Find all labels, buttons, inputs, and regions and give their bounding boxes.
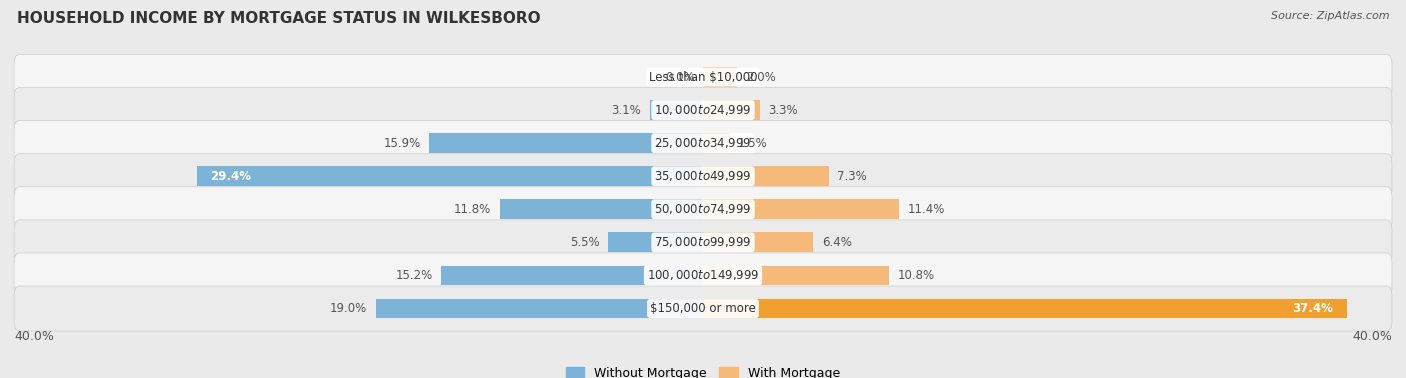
- Text: $100,000 to $149,999: $100,000 to $149,999: [647, 268, 759, 282]
- FancyBboxPatch shape: [14, 88, 1392, 133]
- Text: 19.0%: 19.0%: [330, 302, 367, 315]
- FancyBboxPatch shape: [14, 154, 1392, 199]
- FancyBboxPatch shape: [14, 253, 1392, 298]
- Text: $25,000 to $34,999: $25,000 to $34,999: [654, 136, 752, 150]
- Text: 6.4%: 6.4%: [823, 236, 852, 249]
- FancyBboxPatch shape: [14, 187, 1392, 232]
- Bar: [703, 67, 738, 87]
- Text: $150,000 or more: $150,000 or more: [650, 302, 756, 315]
- Text: $35,000 to $49,999: $35,000 to $49,999: [654, 169, 752, 183]
- Text: 15.9%: 15.9%: [384, 137, 420, 150]
- Bar: [609, 232, 703, 253]
- Bar: [703, 200, 900, 219]
- Text: 15.2%: 15.2%: [395, 269, 433, 282]
- Text: $50,000 to $74,999: $50,000 to $74,999: [654, 202, 752, 216]
- Legend: Without Mortgage, With Mortgage: Without Mortgage, With Mortgage: [561, 362, 845, 378]
- Bar: [703, 299, 1347, 318]
- Text: $75,000 to $99,999: $75,000 to $99,999: [654, 235, 752, 249]
- Text: 10.8%: 10.8%: [897, 269, 935, 282]
- Text: 11.8%: 11.8%: [454, 203, 491, 216]
- Bar: [703, 266, 889, 285]
- Bar: [197, 166, 703, 186]
- FancyBboxPatch shape: [14, 54, 1392, 99]
- Text: 2.0%: 2.0%: [747, 71, 776, 84]
- Bar: [703, 232, 813, 253]
- FancyBboxPatch shape: [14, 121, 1392, 166]
- Text: HOUSEHOLD INCOME BY MORTGAGE STATUS IN WILKESBORO: HOUSEHOLD INCOME BY MORTGAGE STATUS IN W…: [17, 11, 540, 26]
- Bar: [703, 166, 828, 186]
- Text: 40.0%: 40.0%: [14, 330, 53, 343]
- Text: 37.4%: 37.4%: [1292, 302, 1333, 315]
- Text: 1.5%: 1.5%: [738, 137, 768, 150]
- Text: 7.3%: 7.3%: [838, 170, 868, 183]
- Text: 40.0%: 40.0%: [1353, 330, 1392, 343]
- Bar: [499, 200, 703, 219]
- Bar: [650, 100, 703, 120]
- FancyBboxPatch shape: [14, 286, 1392, 331]
- Bar: [703, 100, 759, 120]
- Text: Source: ZipAtlas.com: Source: ZipAtlas.com: [1271, 11, 1389, 21]
- Text: 11.4%: 11.4%: [908, 203, 945, 216]
- Bar: [441, 266, 703, 285]
- Text: 3.1%: 3.1%: [612, 104, 641, 116]
- FancyBboxPatch shape: [14, 220, 1392, 265]
- Text: 0.0%: 0.0%: [665, 71, 695, 84]
- Text: 5.5%: 5.5%: [569, 236, 599, 249]
- Text: 3.3%: 3.3%: [769, 104, 799, 116]
- Text: Less than $10,000: Less than $10,000: [648, 71, 758, 84]
- Text: 29.4%: 29.4%: [211, 170, 252, 183]
- Bar: [429, 133, 703, 153]
- Bar: [375, 299, 703, 318]
- Text: $10,000 to $24,999: $10,000 to $24,999: [654, 103, 752, 117]
- Bar: [703, 133, 728, 153]
